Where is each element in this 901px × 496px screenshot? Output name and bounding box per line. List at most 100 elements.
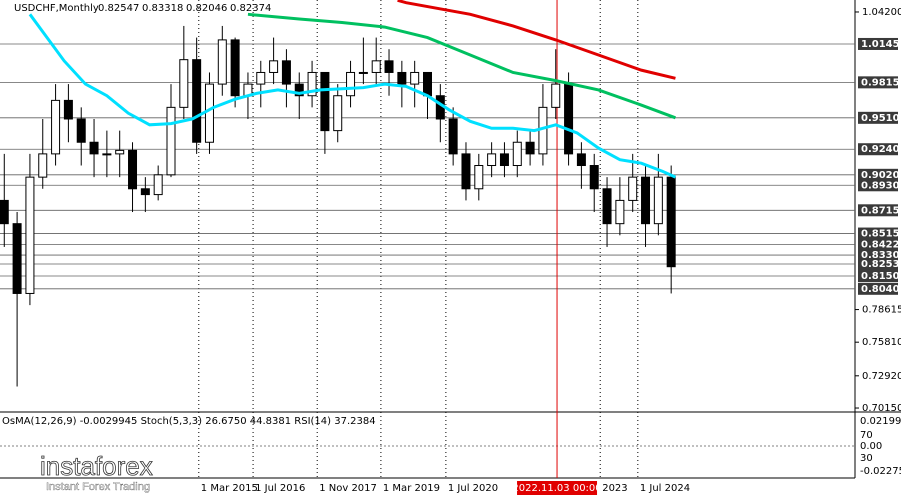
candle-body — [525, 141, 535, 155]
level-box — [858, 238, 898, 251]
level-box — [858, 258, 898, 271]
candle-body — [576, 153, 586, 167]
level-box — [858, 179, 898, 192]
level-label: 0.9020 — [861, 170, 900, 181]
level-label: 0.8150 — [861, 271, 900, 282]
level-box — [858, 37, 898, 50]
candle-body — [269, 60, 279, 73]
candle-body — [397, 71, 407, 85]
candle-body — [346, 71, 356, 97]
candle-body — [474, 165, 484, 190]
candle-body — [487, 153, 497, 167]
level-label: 0.8422 — [861, 239, 900, 250]
candle-body — [230, 39, 240, 97]
candle-body — [76, 118, 86, 143]
candle-body — [538, 106, 548, 155]
level-label: 0.8930 — [861, 180, 900, 191]
candle-body — [641, 176, 651, 225]
candle-body — [564, 83, 574, 155]
candle-body — [499, 153, 509, 167]
candle-body — [51, 99, 61, 155]
candle-body — [294, 83, 304, 97]
candle-body — [0, 199, 9, 225]
level-box — [858, 204, 898, 217]
indicator-axis-label: 0.00 — [860, 441, 882, 452]
candle-body — [602, 188, 612, 225]
y-tick-label: 0.70150 — [862, 403, 901, 414]
candle-body — [281, 60, 291, 85]
indicator-axis-label: 30 — [860, 453, 873, 464]
level-label: 0.8715 — [861, 205, 900, 216]
level-box — [858, 227, 898, 240]
level-label: 0.9510 — [861, 113, 900, 124]
level-box — [858, 249, 898, 262]
x-tick-label: 1 Jul 2020 — [448, 483, 498, 494]
candle-body — [102, 153, 112, 156]
x-tick-label: 1 Mar 2015 — [201, 483, 258, 494]
cursor-label: 2022.11.03 00:00 — [512, 483, 601, 494]
moving-average — [247, 12, 676, 120]
candle-body — [551, 83, 561, 108]
level-label: 0.9240 — [861, 144, 900, 155]
ohlc-open: 0.82547 — [98, 3, 139, 14]
candle-body — [371, 60, 381, 73]
candle-body — [166, 106, 176, 176]
candle-body — [461, 153, 471, 190]
x-tick-label: 2023 — [602, 483, 627, 494]
ohlc-high: 0.83318 — [142, 3, 183, 14]
candle-body — [12, 223, 22, 294]
candle-body — [115, 149, 125, 155]
indicator-axis-label: -0.022751 — [860, 466, 901, 477]
y-tick-label: 0.75810 — [862, 337, 901, 348]
watermark-tagline: Instant Forex Trading — [46, 481, 150, 493]
ohlc-close: 0.82374 — [230, 3, 271, 14]
level-box — [858, 143, 898, 156]
candle-body — [320, 71, 330, 132]
ohlc-low: 0.82046 — [186, 3, 227, 14]
indicator-axis-label: 0.021990 — [860, 416, 901, 427]
level-label: 0.8515 — [861, 229, 900, 240]
candle-body — [128, 149, 138, 190]
level-box — [858, 270, 898, 283]
symbol: USDCHF,Monthly — [14, 3, 99, 14]
candle-body — [512, 141, 522, 167]
candle-body — [63, 99, 73, 120]
level-box — [858, 282, 898, 295]
candle-body — [179, 59, 189, 108]
candle-body — [653, 176, 663, 225]
candle-body — [217, 39, 227, 85]
candle-body — [628, 176, 638, 201]
candle-body — [307, 71, 317, 97]
y-tick-label: 0.72920 — [862, 371, 901, 382]
moving-average — [28, 13, 677, 179]
indicator-label: OsMA(12,26,9) -0.0029945 Stoch(5,3,3) 26… — [2, 416, 376, 427]
candle-body — [448, 118, 458, 155]
candle-body — [615, 199, 625, 225]
candle-body — [589, 165, 599, 190]
candle-body — [256, 71, 266, 85]
indicator-axis-label: 70 — [860, 430, 873, 441]
candle-body — [38, 153, 48, 178]
candle-body — [25, 176, 35, 294]
candle-body — [153, 174, 163, 196]
y-tick-label: 1.04200 — [862, 7, 901, 18]
x-tick-label: 1 Mar 2019 — [383, 483, 440, 494]
candle-body — [384, 60, 394, 73]
candle-body — [89, 141, 99, 155]
level-box — [858, 111, 898, 124]
watermark-brand: instaforex — [40, 451, 153, 481]
level-box — [858, 168, 898, 181]
level-box — [858, 76, 898, 89]
y-tick-label: 0.78615 — [862, 305, 901, 316]
level-label: 0.8253 — [861, 259, 900, 270]
candle-body — [333, 95, 343, 132]
cursor-box — [517, 481, 598, 495]
level-label: 0.8040 — [861, 284, 900, 295]
x-tick-label: 1 Jul 2016 — [255, 483, 305, 494]
level-label: 1.0145 — [861, 39, 900, 50]
level-label: 0.8330 — [861, 250, 900, 261]
candle-body — [423, 71, 432, 97]
candle-body — [192, 59, 202, 143]
